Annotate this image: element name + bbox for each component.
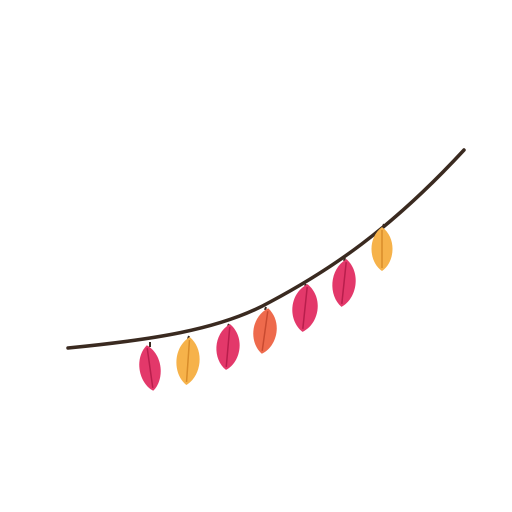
leaf-vein: [185, 339, 191, 383]
leaf-group: [139, 223, 393, 391]
garland-leaf: [253, 308, 277, 354]
leaf-vein: [302, 287, 308, 329]
garland-leaf: [139, 345, 161, 391]
garland-string: [66, 148, 466, 350]
leaf-stem: [343, 257, 346, 262]
leaf-vein: [261, 311, 269, 351]
leaf-vein: [225, 327, 231, 367]
garland-leaf: [176, 337, 200, 385]
leaf-vein: [146, 348, 154, 388]
garland-leaf: [216, 324, 240, 370]
garland-leaf: [332, 259, 356, 307]
leaf-vein: [341, 262, 347, 304]
garland-leaf: [371, 227, 393, 271]
leaf-stem: [264, 306, 267, 311]
garland-leaf: [292, 284, 318, 332]
